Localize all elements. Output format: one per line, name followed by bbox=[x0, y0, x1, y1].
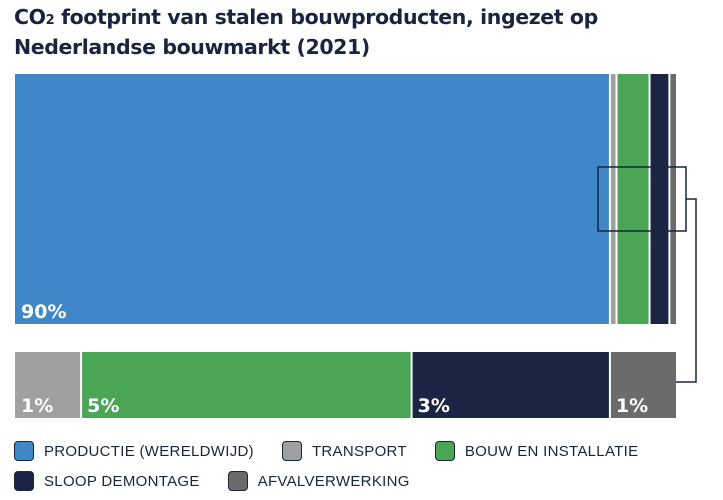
main-bar-segment-transport bbox=[609, 74, 617, 324]
legend-swatch bbox=[281, 441, 302, 461]
legend-swatch bbox=[227, 471, 248, 491]
legend-item-bouw-en-installatie: BOUW EN INSTALLATIE bbox=[434, 441, 639, 461]
zoom-bar-label-transport: 1% bbox=[21, 395, 53, 417]
main-bar: 90% bbox=[15, 74, 676, 324]
legend-label: PRODUCTIE (WERELDWIJD) bbox=[44, 442, 254, 460]
zoom-bar-segment-sloop-demontage bbox=[411, 352, 610, 418]
legend-label: TRANSPORT bbox=[311, 442, 407, 460]
main-bar-segment-productie-wereldwijd bbox=[15, 74, 610, 324]
legend-row: SLOOP DEMONTAGE AFVALVERWERKING bbox=[14, 466, 714, 496]
legend-label: AFVALVERWERKING bbox=[257, 472, 410, 490]
zoom-bar-segment-afvalverwerking bbox=[609, 352, 676, 418]
zoom-connector bbox=[676, 198, 697, 383]
legend-item-productie-wereldwijd: PRODUCTIE (WERELDWIJD) bbox=[14, 441, 254, 461]
legend-item-afvalverwerking: AFVALVERWERKING bbox=[227, 471, 410, 491]
main-bar-segment-bouw-en-installatie bbox=[616, 74, 650, 324]
main-bar-segment-afvalverwerking bbox=[669, 74, 676, 324]
main-bar-segment-sloop-demontage bbox=[649, 74, 670, 324]
zoom-bar-label-sloop-demontage: 3% bbox=[418, 395, 450, 417]
zoom-bar: 1% 5% 3% 1% bbox=[15, 352, 676, 418]
zoom-bar-segment-bouw-en-installatie bbox=[81, 352, 412, 418]
zoom-bar-label-afvalverwerking: 1% bbox=[616, 395, 648, 417]
legend-swatch bbox=[14, 471, 34, 491]
legend-swatch bbox=[14, 441, 34, 461]
legend-label: BOUW EN INSTALLATIE bbox=[464, 442, 639, 460]
legend-swatch bbox=[434, 441, 455, 461]
zoom-indicator bbox=[597, 166, 697, 383]
legend-row: PRODUCTIE (WERELDWIJD) TRANSPORT BOUW EN I… bbox=[14, 436, 714, 466]
legend-item-transport: TRANSPORT bbox=[281, 441, 407, 461]
legend: PRODUCTIE (WERELDWIJD) TRANSPORT BOUW EN I… bbox=[14, 436, 714, 496]
zoom-bar-label-bouw-en-installatie: 5% bbox=[87, 395, 119, 417]
legend-item-sloop-demontage: SLOOP DEMONTAGE bbox=[14, 471, 200, 491]
chart-title: CO2 footprint van stalen bouwproducten, … bbox=[14, 5, 598, 59]
main-bar-label-productie-wereldwijd: 90% bbox=[21, 301, 66, 323]
zoom-bar-segment-transport bbox=[15, 352, 82, 418]
legend-label: SLOOP DEMONTAGE bbox=[44, 472, 200, 490]
